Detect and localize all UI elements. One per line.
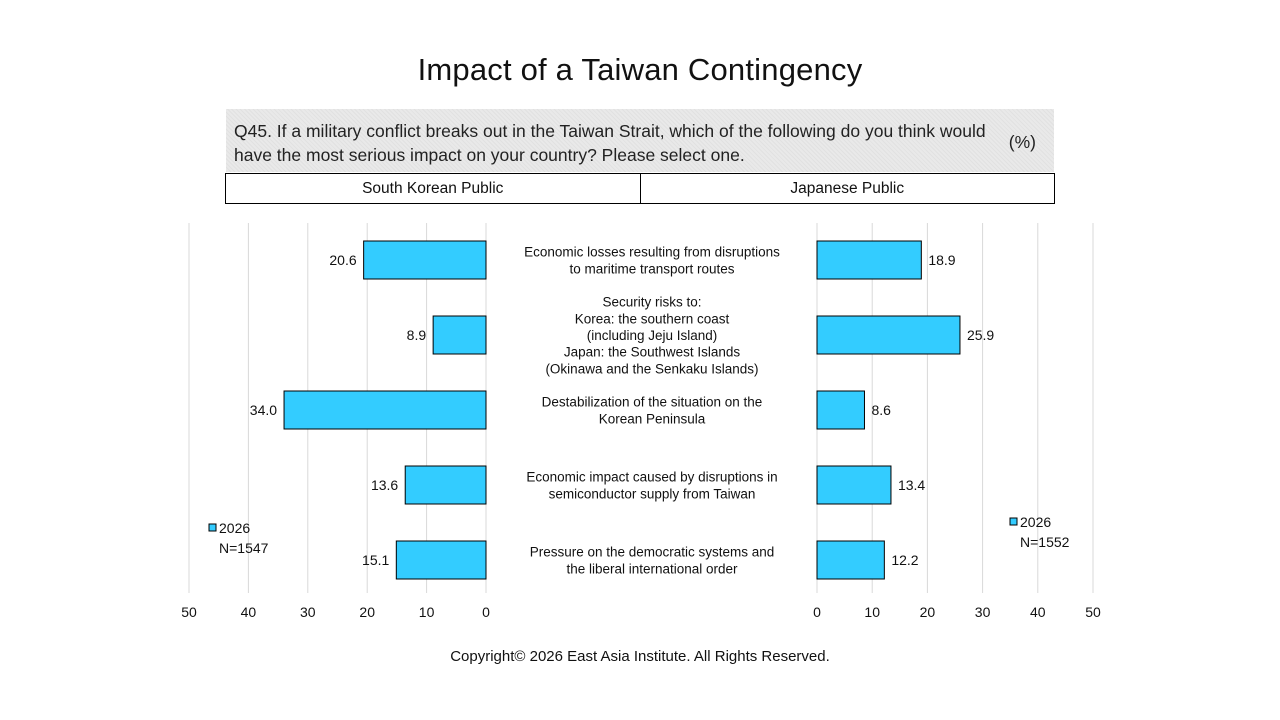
japan-sample-size: N=1552 — [1020, 534, 1070, 550]
japan-value-label: 12.2 — [891, 552, 918, 568]
left-tick-label: 50 — [181, 604, 197, 620]
right-tick-label: 20 — [920, 604, 936, 620]
japan-value-label: 8.6 — [871, 402, 891, 418]
question-box: Q45. If a military conflict breaks out i… — [226, 109, 1054, 172]
question-text: Q45. If a military conflict breaks out i… — [234, 121, 986, 165]
south-korea-bar — [404, 465, 487, 505]
category-label: Economic losses resulting from disruptio… — [524, 245, 780, 260]
right-tick-label: 40 — [1030, 604, 1046, 620]
category-label: to maritime transport routes — [569, 261, 734, 276]
header-south-korea: South Korean Public — [362, 179, 504, 197]
category-label: Korean Peninsula — [599, 411, 706, 426]
unit-label: (%) — [1008, 132, 1036, 152]
south-korea-bar — [395, 540, 487, 580]
south-korea-value-label: 13.6 — [371, 477, 398, 493]
south-korea-bar — [363, 240, 487, 280]
japan-value-label: 18.9 — [928, 252, 955, 268]
category-label: semiconductor supply from Taiwan — [549, 486, 756, 501]
category-label: Destabilization of the situation on the — [542, 395, 763, 410]
japan-bar — [816, 315, 961, 355]
panel-header-row: South Korean Public Japanese Public — [225, 173, 1055, 204]
japan-value-label: 25.9 — [967, 327, 994, 343]
south-korea-legend-swatch — [208, 523, 217, 532]
south-korea-value-label: 15.1 — [362, 552, 389, 568]
category-label: Korea: the southern coast — [575, 311, 730, 326]
category-label: Economic impact caused by disruptions in — [526, 470, 777, 485]
chart-title: Impact of a Taiwan Contingency — [417, 52, 863, 87]
south-korea-bar — [432, 315, 487, 355]
right-tick-label: 10 — [864, 604, 880, 620]
category-label: (including Jeju Island) — [587, 328, 718, 343]
category-label: the liberal international order — [566, 561, 738, 576]
left-tick-label: 0 — [482, 604, 490, 620]
left-tick-label: 40 — [241, 604, 257, 620]
category-label: (Okinawa and the Senkaku Islands) — [545, 361, 758, 376]
japan-bar — [816, 465, 892, 505]
south-korea-value-label: 20.6 — [329, 252, 356, 268]
japan-legend-label: 2026 — [1020, 514, 1051, 530]
copyright-notice: Copyright© 2026 East Asia Institute. All… — [450, 648, 830, 665]
japan-legend-swatch — [1009, 517, 1018, 526]
right-tick-label: 50 — [1085, 604, 1101, 620]
japan-bar — [816, 390, 865, 430]
right-tick-label: 30 — [975, 604, 991, 620]
left-tick-label: 10 — [419, 604, 435, 620]
south-korea-legend-label: 2026 — [219, 520, 250, 536]
category-label: Japan: the Southwest Islands — [564, 345, 741, 360]
category-label: Security risks to: — [602, 295, 701, 310]
category-label: Pressure on the democratic systems and — [530, 545, 775, 560]
japan-value-label: 13.4 — [898, 477, 925, 493]
right-tick-label: 0 — [813, 604, 821, 620]
left-tick-label: 20 — [359, 604, 375, 620]
japan-bar — [816, 240, 922, 280]
header-japan: Japanese Public — [639, 174, 1055, 203]
south-korea-bar — [283, 390, 487, 430]
south-korea-value-label: 8.9 — [407, 327, 427, 343]
south-korea-value-label: 34.0 — [250, 402, 277, 418]
south-korea-sample-size: N=1547 — [219, 540, 269, 556]
japan-bar — [816, 540, 885, 580]
left-tick-label: 30 — [300, 604, 316, 620]
